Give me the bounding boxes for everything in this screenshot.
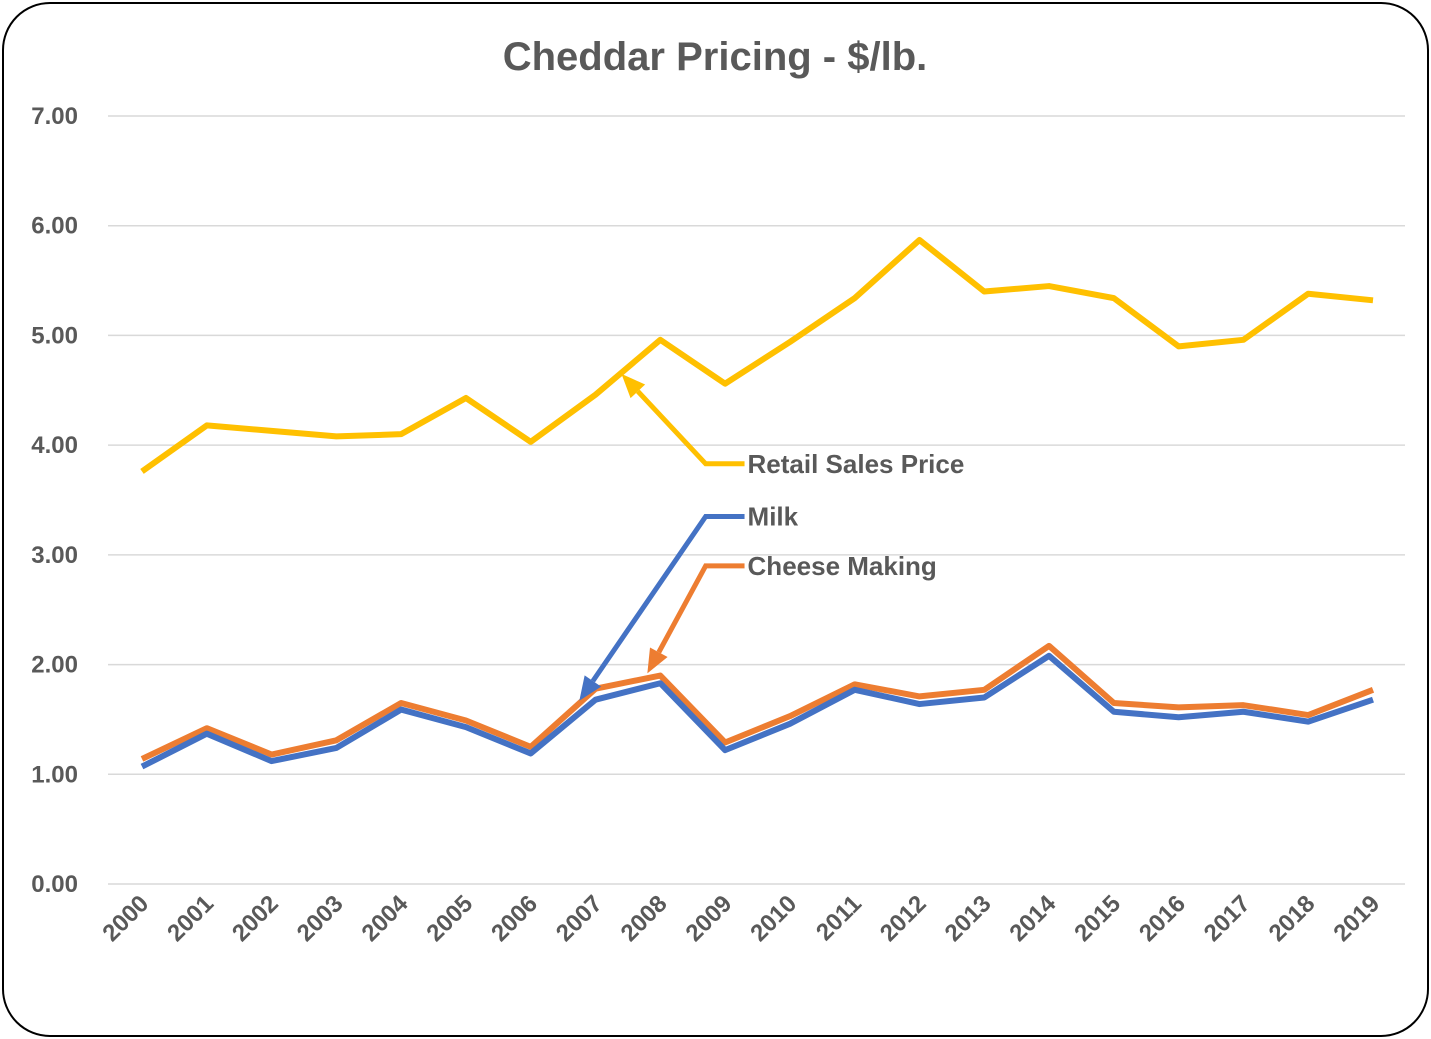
y-tick-label: 6.00 xyxy=(31,213,78,240)
x-tick-label: 2010 xyxy=(745,890,802,947)
x-tick-label: 2004 xyxy=(357,890,414,947)
callout-leader xyxy=(636,389,745,467)
y-tick-label: 5.00 xyxy=(31,322,78,349)
series-line-cheese-making xyxy=(140,642,1375,762)
x-tick-label: 2007 xyxy=(551,890,608,947)
x-tick-label: 2011 xyxy=(811,890,867,946)
x-tick-label: 2012 xyxy=(875,890,932,947)
series-label: Milk xyxy=(748,501,799,531)
x-tick-label: 2018 xyxy=(1264,890,1321,947)
arrow-head-icon xyxy=(621,373,646,399)
y-tick-label: 4.00 xyxy=(31,432,78,459)
x-tick-label: 2002 xyxy=(227,890,284,947)
y-tick-label: 2.00 xyxy=(31,652,78,679)
chart-title: Cheddar Pricing - $/lb. xyxy=(503,35,928,79)
callout-leader xyxy=(656,563,745,654)
x-tick-label: 2006 xyxy=(486,890,543,947)
arrow-head-icon xyxy=(647,647,668,674)
x-tick-label: 2017 xyxy=(1199,890,1256,947)
x-tick-label: 2005 xyxy=(421,890,478,947)
series-line-milk xyxy=(140,652,1374,770)
series-label: Retail Sales Price xyxy=(748,449,965,479)
y-tick-label: 1.00 xyxy=(31,761,78,788)
x-tick-label: 2014 xyxy=(1004,890,1061,947)
series-line-retail-sales-price xyxy=(140,236,1374,474)
x-tick-label: 2000 xyxy=(97,890,154,947)
y-tick-label: 7.00 xyxy=(31,103,78,130)
x-tick-label: 2013 xyxy=(940,890,997,947)
y-tick-label: 3.00 xyxy=(31,542,78,569)
callout-leader xyxy=(590,513,745,683)
x-tick-label: 2016 xyxy=(1134,890,1191,947)
x-tick-label: 2003 xyxy=(292,890,349,947)
x-tick-label: 2008 xyxy=(616,890,673,947)
series-label: Cheese Making xyxy=(748,551,937,581)
x-tick-label: 2015 xyxy=(1069,890,1126,947)
x-tick-label: 2001 xyxy=(162,890,219,947)
arrow-head-icon xyxy=(579,675,602,701)
x-tick-label: 2019 xyxy=(1328,890,1385,947)
x-tick-label: 2009 xyxy=(681,890,738,947)
y-tick-label: 0.00 xyxy=(31,871,78,898)
